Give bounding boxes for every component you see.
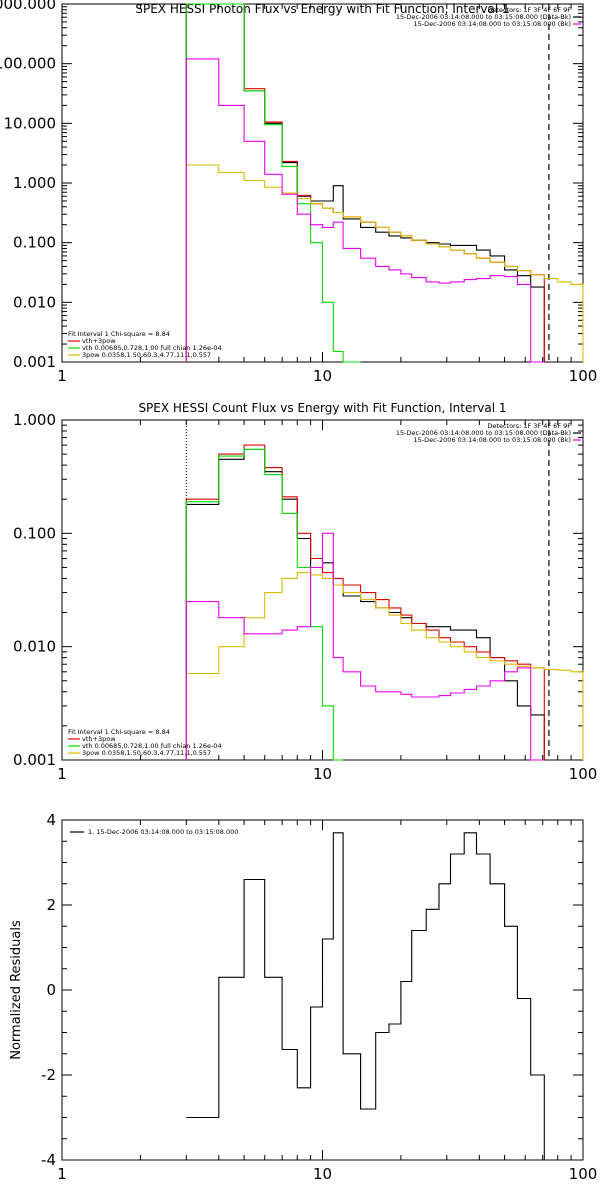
series-step-line — [185, 3, 545, 362]
y-axis-label: Normalized Residuals — [9, 920, 24, 1060]
x-tick-label: 1 — [57, 1165, 67, 1183]
legend-entry: 3pow 0.0358,1.50,60.3,4.77,11.1,0.557 — [82, 749, 211, 757]
chart-title: SPEX HESSI Count Flux vs Energy with Fit… — [138, 401, 506, 415]
legend-entry: 3pow 0.0358,1.50,60.3,4.77,11.1,0.557 — [82, 351, 211, 359]
series-bk — [185, 532, 545, 761]
series-3pow — [185, 164, 584, 362]
legend-entry: Fit Interval 1 Chi-square = 8.84 — [68, 728, 170, 736]
series-step-line — [185, 572, 584, 760]
info-line: Detectors: 1F 3F 4F 6F 9F — [487, 422, 571, 430]
series-step-line — [185, 532, 545, 761]
series-3pow — [185, 572, 584, 760]
legend-entry: vth+3pow — [82, 735, 116, 743]
series-step-line — [186, 832, 545, 1160]
series-vth-3pow — [185, 444, 545, 760]
y-tick-label: 0.001 — [13, 353, 56, 371]
y-tick-label: 0.100 — [13, 234, 56, 252]
series-step-line — [185, 448, 545, 760]
y-tick-label: -2 — [41, 1066, 56, 1084]
series-data-bk — [185, 3, 545, 362]
plot-frame — [61, 419, 584, 761]
panel-1: SPEX HESSI Photon Flux vs Energy with Fi… — [0, 0, 597, 385]
series-step-line — [185, 444, 545, 760]
y-tick-label: 1.000 — [13, 174, 56, 192]
x-tick-label: 10 — [313, 765, 332, 783]
series-vth-3pow — [185, 3, 545, 362]
x-tick-label: 10 — [313, 367, 332, 385]
series-step-line — [185, 3, 545, 362]
x-tick-label: 100 — [569, 1165, 598, 1183]
x-tick-label: 100 — [569, 765, 598, 783]
x-tick-label: 1 — [57, 367, 67, 385]
info-line: 15-Dec-2006 03:14:08.000 to 03:15:08.000… — [414, 20, 572, 28]
y-tick-label: 0 — [46, 981, 56, 999]
panel-3: 1 10 100 -4 -2 0 2 4 Normalized Residuals 1. 15-D… — [9, 811, 597, 1183]
series-1-15-dec-2006-03-14-08-000-to-03-15-08-000 — [186, 832, 545, 1160]
y-tick-label: 4 — [46, 811, 56, 829]
legend-entry: vth 0.00685,0.728,1.00 full chian 1.26e-… — [82, 344, 222, 352]
x-tick-label: 10 — [313, 1165, 332, 1183]
info-line: 15-Dec-2006 03:14:08.000 to 03:15:08.000… — [414, 436, 572, 444]
info-line: Detectors: 1F 3F 4F 6F 9F — [487, 6, 571, 14]
series-bk — [185, 58, 545, 363]
y-tick-label: 0.100 — [13, 524, 56, 542]
y-tick-label: 2 — [46, 896, 56, 914]
legend-entry: Fit Interval 1 Chi-square = 8.84 — [68, 330, 170, 338]
info-line: 15-Dec-2006 03:14:08.000 to 03:15:08.000… — [396, 13, 571, 21]
series-step-line — [185, 3, 361, 363]
panel-2: SPEX HESSI Count Flux vs Energy with Fit… — [13, 401, 597, 783]
legend-entry: vth 0.00685,0.728,1.00 full chian 1.26e-… — [82, 742, 222, 750]
y-tick-label: 0.010 — [13, 638, 56, 656]
series-step-line — [185, 58, 545, 363]
series-vth — [185, 448, 344, 761]
series-step-line — [185, 448, 344, 761]
x-tick-label: 1 — [57, 765, 67, 783]
y-tick-label: 10.000 — [4, 114, 57, 132]
series-step-line — [185, 164, 584, 362]
series-vth — [185, 3, 361, 363]
y-tick-label: -4 — [41, 1151, 56, 1169]
info-line: 15-Dec-2006 03:14:08.000 to 03:15:08.000… — [396, 429, 571, 437]
legend-entry: vth+3pow — [82, 337, 116, 345]
series-data-bk — [185, 448, 545, 760]
x-tick-label: 100 — [569, 367, 598, 385]
legend-entry: 1. 15-Dec-2006 03:14:08.000 to 03:15:08.… — [88, 828, 238, 836]
plot-frame — [61, 3, 584, 363]
y-tick-label: 100.000 — [0, 55, 56, 73]
y-tick-label: 1.000 — [13, 411, 56, 429]
y-tick-label: 0.001 — [13, 751, 56, 769]
y-tick-label: 0.010 — [13, 293, 56, 311]
